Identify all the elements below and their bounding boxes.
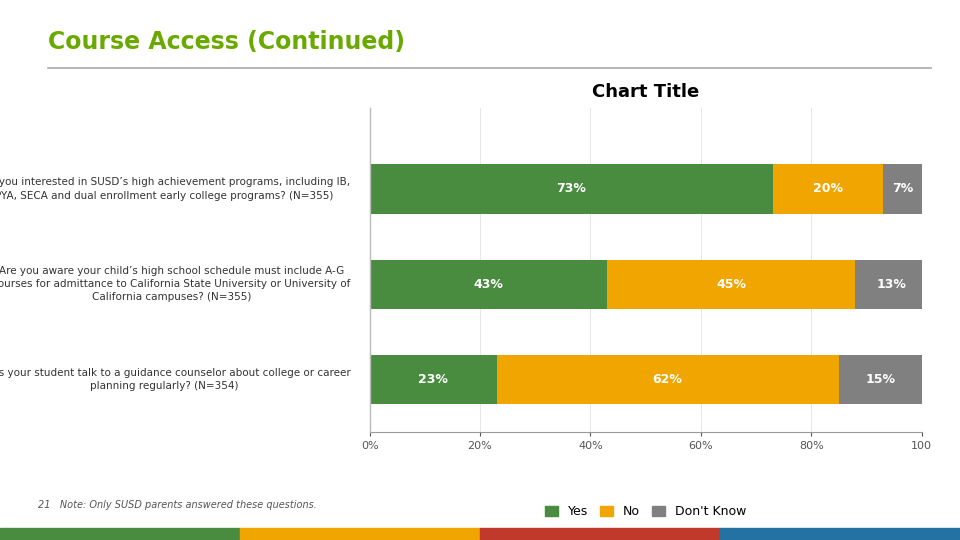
Text: 20%: 20% [813, 183, 843, 195]
Text: 43%: 43% [473, 278, 503, 291]
Text: 15%: 15% [865, 373, 895, 386]
Bar [855, 260, 927, 309]
Text: 23%: 23% [419, 373, 448, 386]
Text: Are you interested in SUSD’s high achievement programs, including IB,
PYA, SECA : Are you interested in SUSD’s high achiev… [0, 178, 350, 200]
Text: Are you aware your child’s high school schedule must include A-G
courses for adm: Are you aware your child’s high school s… [0, 266, 350, 302]
Bar [839, 355, 922, 404]
Legend: Yes, No, Don't Know: Yes, No, Don't Know [540, 500, 751, 523]
Bar [883, 164, 922, 214]
Bar [607, 260, 855, 309]
Text: Does your student talk to a guidance counselor about college or career
planning : Does your student talk to a guidance cou… [0, 368, 350, 391]
Text: 21   Note: Only SUSD parents answered these questions.: 21 Note: Only SUSD parents answered thes… [38, 500, 317, 510]
Text: 13%: 13% [876, 278, 906, 291]
Text: 62%: 62% [653, 373, 683, 386]
Bar [370, 164, 773, 214]
Text: 7%: 7% [892, 183, 913, 195]
Bar [370, 260, 607, 309]
Text: Course Access (Continued): Course Access (Continued) [48, 30, 405, 53]
Text: 45%: 45% [716, 278, 746, 291]
Bar [496, 355, 839, 404]
Bar [370, 355, 496, 404]
Text: 73%: 73% [556, 183, 586, 195]
Title: Chart Title: Chart Title [592, 83, 699, 101]
Bar [773, 164, 883, 214]
